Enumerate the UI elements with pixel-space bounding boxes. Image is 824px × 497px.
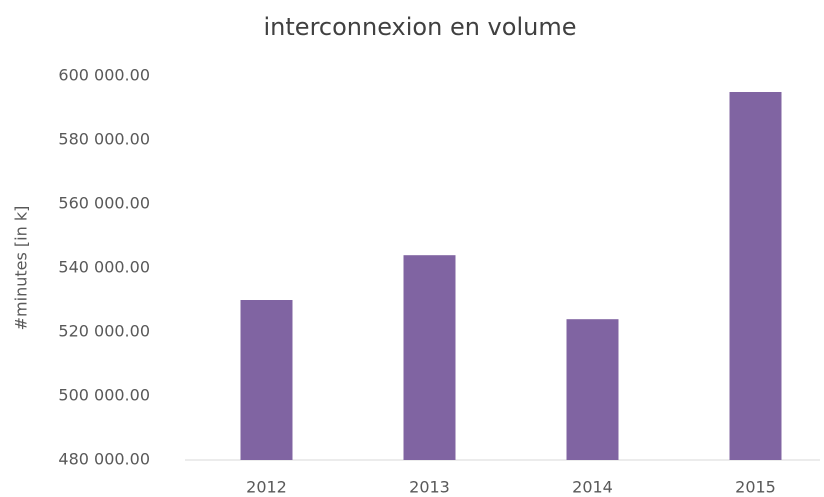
x-tick-label: 2012 xyxy=(246,478,287,497)
y-tick-label: 580 000.00 xyxy=(58,130,150,149)
y-tick-label: 480 000.00 xyxy=(58,450,150,469)
bar xyxy=(240,300,293,460)
y-tick-label: 600 000.00 xyxy=(58,66,150,85)
y-tick-label: 540 000.00 xyxy=(58,258,150,277)
x-tick-label: 2014 xyxy=(572,478,613,497)
y-tick-label: 560 000.00 xyxy=(58,194,150,213)
x-tick-label: 2013 xyxy=(409,478,450,497)
bar xyxy=(566,319,619,460)
y-tick-label: 520 000.00 xyxy=(58,322,150,341)
bar xyxy=(403,255,456,460)
chart-title: interconnexion en volume xyxy=(264,13,577,41)
y-tick-label: 500 000.00 xyxy=(58,386,150,405)
bar xyxy=(729,92,782,460)
y-axis-label: #minutes [in k] xyxy=(12,206,31,331)
x-tick-label: 2015 xyxy=(735,478,776,497)
